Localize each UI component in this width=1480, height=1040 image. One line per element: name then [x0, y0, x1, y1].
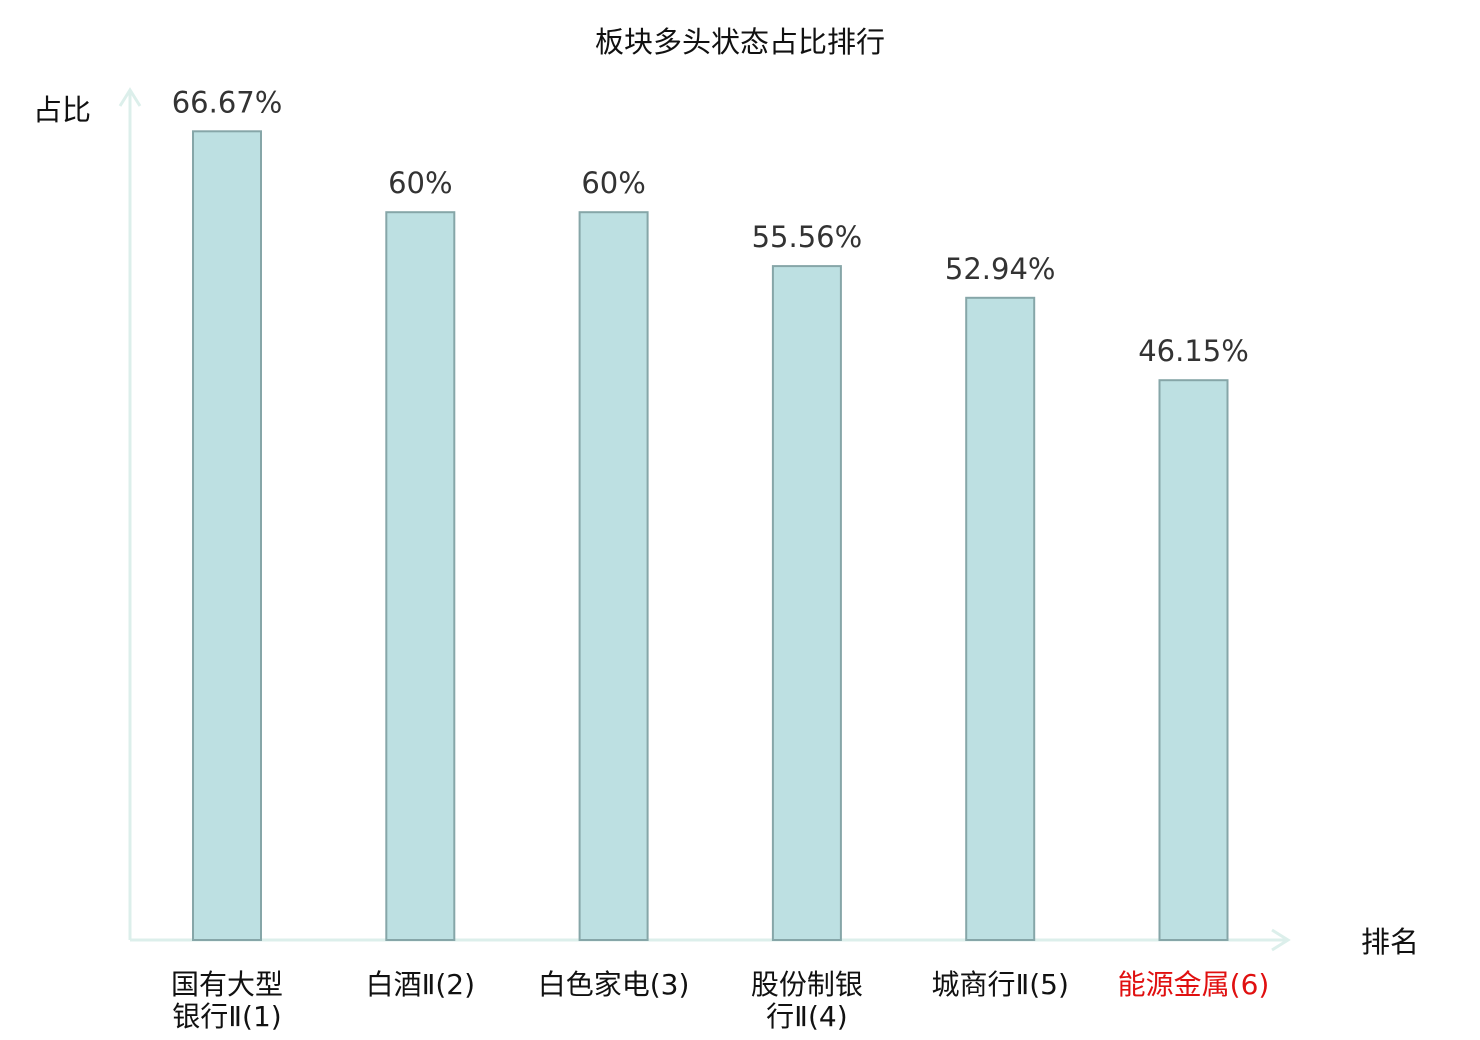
bar-value-label: 60% [388, 166, 452, 200]
bar-value-label: 66.67% [172, 85, 283, 119]
bar [965, 296, 1036, 941]
x-tick-label: 国有大型 [171, 968, 283, 1001]
bar-value-label: 55.56% [752, 220, 863, 254]
bar-value-label: 52.94% [945, 252, 1056, 286]
bar [578, 211, 649, 941]
bar [771, 265, 842, 942]
axes [118, 87, 1291, 952]
x-tick-label: 行Ⅱ(4) [766, 1000, 847, 1033]
x-tick-label: 股份制银 [751, 968, 863, 1001]
bar-value-label: 46.15% [1138, 334, 1249, 368]
x-tick-label: 城商行Ⅱ(5) [931, 968, 1068, 1001]
value-labels-group: 66.67% 60% 60% 55.56% 52.94% 46.15% [172, 85, 1249, 368]
bar [192, 130, 262, 942]
chart-title: 板块多头状态占比排行 [595, 25, 885, 59]
bar [1158, 379, 1229, 941]
y-axis-arrow-icon [118, 87, 142, 107]
bars-group [192, 130, 1229, 942]
x-tick-label: 白酒Ⅱ(2) [366, 968, 475, 1001]
x-tick-label: 白色家电(3) [538, 968, 690, 1001]
y-axis-label: 占比 [33, 93, 91, 127]
bar [385, 211, 456, 941]
bar-value-label: 60% [581, 166, 645, 200]
x-axis-arrow-icon [1271, 928, 1291, 952]
x-axis-label: 排名 [1361, 925, 1419, 959]
x-tick-label: 银行Ⅱ(1) [172, 1000, 281, 1033]
x-tick-label: 能源金属(6) [1118, 968, 1270, 1001]
